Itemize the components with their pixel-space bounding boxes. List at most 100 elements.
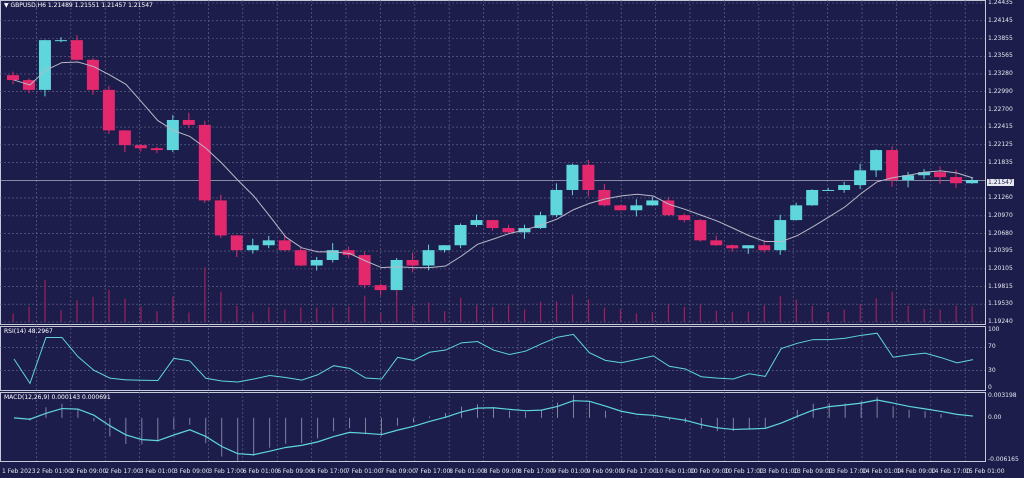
candle-body — [310, 259, 323, 266]
time-tick-label: 14 Feb 09:00 — [896, 468, 936, 475]
candle-body — [70, 40, 83, 60]
candle-body — [966, 180, 978, 184]
price-tick-label: 1.22125 — [988, 140, 1013, 148]
price-tick-label: 1.20395 — [988, 247, 1013, 255]
candle-body — [726, 245, 739, 249]
candle-body — [182, 119, 195, 125]
price-tick-label: 1.19530 — [988, 300, 1013, 308]
volume-bar — [843, 309, 845, 322]
candle-body — [646, 200, 659, 206]
macd-panel-frame — [0, 392, 986, 462]
candle-body — [262, 240, 275, 246]
volume-bar — [236, 306, 238, 322]
candle-body — [742, 245, 755, 249]
chart-header: ▼ GBPUSD,H6 1.21489 1.21551 1.21457 1.21… — [4, 2, 153, 9]
time-tick-label: 6 Feb 09:00 — [277, 468, 313, 475]
candle-body — [150, 148, 163, 151]
candle-body — [198, 124, 211, 201]
volume-bar — [316, 307, 318, 322]
volume-bar — [364, 295, 366, 322]
time-tick-label: 9 Feb 09:00 — [586, 468, 623, 475]
candle-body — [294, 250, 307, 266]
ohlc-values: 1.21489 1.21551 1.21457 1.21547 — [47, 2, 153, 9]
volume-bar — [188, 312, 190, 322]
volume-bar — [156, 311, 158, 322]
price-tick-label: 1.22990 — [988, 87, 1013, 95]
volume-bar — [587, 299, 590, 322]
price-tick-label: 1.23855 — [988, 34, 1013, 42]
volume-bar — [763, 305, 765, 322]
candle-body — [950, 177, 963, 184]
volume-bar — [651, 312, 654, 322]
time-tick-label: 15 Feb 01:00 — [965, 468, 1005, 475]
volume-bar — [667, 304, 670, 322]
volume-bar — [396, 289, 398, 322]
candle-body — [406, 259, 419, 266]
time-tick-label: 8 Feb 01:00 — [449, 468, 485, 475]
candle-body — [806, 189, 819, 206]
macd-tick-label: 0.003198 — [988, 392, 1017, 399]
time-tick-label: 7 Feb 17:00 — [414, 468, 451, 475]
volume-bar — [492, 306, 494, 322]
candle-body — [7, 75, 19, 81]
volume-bar — [907, 305, 909, 322]
candle-body — [54, 40, 67, 42]
volume-bar — [523, 309, 526, 322]
candle-body — [374, 285, 387, 291]
time-tick-label: 14 Feb 01:00 — [862, 468, 902, 475]
volume-bar — [715, 310, 717, 322]
candle-body — [534, 215, 547, 229]
time-tick-label: 7 Feb 01:00 — [346, 468, 382, 475]
price-tick-label: 1.20970 — [988, 211, 1013, 219]
price-tick-label: 1.21835 — [988, 158, 1013, 166]
price-tick-label: 1.23280 — [988, 69, 1013, 77]
candle-body — [694, 220, 707, 241]
volume-bar — [92, 296, 94, 322]
macd-tick-label: 0.00 — [988, 413, 1002, 421]
time-tick-label: 14 Feb 17:00 — [930, 468, 971, 475]
volume-bar — [939, 309, 941, 322]
time-tick-label: 10 Feb 17:00 — [724, 468, 764, 475]
time-tick-label: 2 Feb 09:00 — [70, 468, 107, 475]
candle-body — [118, 130, 131, 146]
candle-body — [870, 150, 883, 171]
volume-bar — [444, 311, 446, 322]
price-tick-label: 1.21260 — [988, 193, 1013, 201]
rsi-label: RSI(14) 48.2967 — [4, 328, 53, 335]
candle-body — [278, 240, 291, 251]
candle-body — [566, 164, 579, 190]
volume-bar — [619, 309, 622, 322]
macd-signal-line — [13, 399, 974, 456]
volume-bar — [252, 312, 254, 322]
price-tick-label: 1.23565 — [988, 52, 1013, 60]
time-tick-label: 8 Feb 09:00 — [483, 468, 520, 475]
candle-body — [166, 119, 179, 151]
time-tick-label: 8 Feb 17:00 — [518, 468, 554, 475]
candle-body — [486, 220, 499, 229]
volume-bar — [28, 306, 30, 322]
time-tick-label: 10 Feb 01:00 — [655, 468, 695, 475]
volume-bar — [220, 291, 222, 322]
candle-body — [102, 89, 115, 131]
price-tick-label: 1.22415 — [988, 123, 1013, 131]
volume-bar — [332, 307, 334, 322]
candle-body — [214, 200, 227, 236]
candle-body — [838, 185, 851, 190]
volume-bar — [827, 311, 829, 322]
macd-tick-label: -0.006165 — [988, 456, 1019, 463]
candle-body — [246, 245, 259, 251]
volume-bar — [955, 305, 957, 322]
candle-body — [134, 145, 147, 149]
volume-bar — [476, 305, 478, 322]
candle-body — [438, 245, 451, 251]
rsi-tick-label: 70 — [988, 343, 996, 351]
volume-bar — [268, 307, 270, 322]
candle-body — [918, 172, 931, 176]
volume-bar — [348, 306, 350, 322]
candle-body — [454, 224, 467, 246]
price-tick-label: 1.19240 — [988, 318, 1013, 325]
candle-body — [902, 175, 915, 181]
candle-body — [774, 220, 787, 251]
candle-body — [854, 170, 867, 186]
